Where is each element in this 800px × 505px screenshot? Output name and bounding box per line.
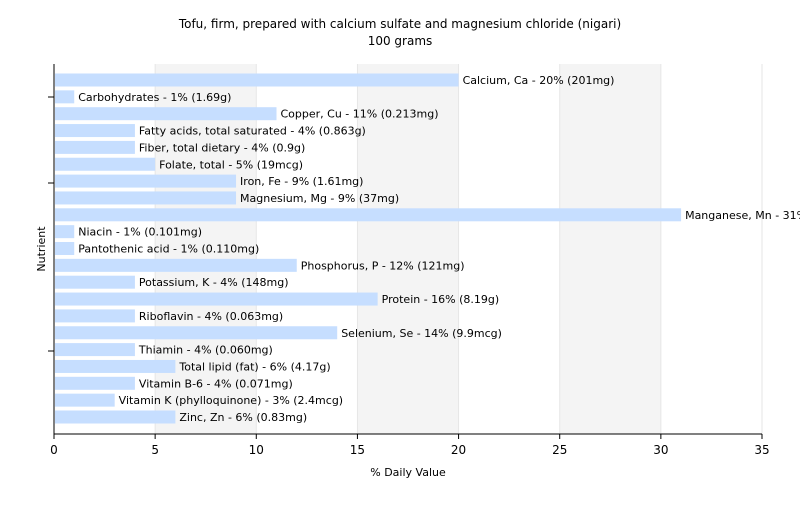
background-bands: [54, 64, 762, 434]
x-tick-label: 30: [653, 443, 668, 457]
background-band: [660, 64, 762, 434]
bar: [55, 107, 277, 121]
x-tick-label: 10: [249, 443, 264, 457]
x-ticks-group: 0 5 10 15 20 25 30 35: [50, 434, 770, 457]
bar-label: Riboflavin - 4% (0.063mg): [139, 310, 283, 323]
bar: [55, 258, 297, 272]
bar-label: Zinc, Zn - 6% (0.83mg): [179, 411, 307, 424]
bar-label: Phosphorus, P - 12% (121mg): [301, 259, 465, 272]
bar: [55, 90, 75, 104]
chart-title: Tofu, firm, prepared with calcium sulfat…: [178, 17, 621, 31]
bar: [55, 359, 176, 373]
bar: [55, 309, 135, 323]
bar-label: Carbohydrates - 1% (1.69g): [78, 91, 231, 104]
bars-group: [55, 73, 682, 424]
bar-label: Calcium, Ca - 20% (201mg): [463, 74, 615, 87]
bar-label: Pantothenic acid - 1% (0.110mg): [78, 243, 259, 256]
bar-label: Vitamin B-6 - 4% (0.071mg): [139, 377, 293, 390]
bar: [55, 242, 75, 255]
bar-label: Copper, Cu - 11% (0.213mg): [281, 108, 439, 121]
bar: [55, 73, 459, 87]
bar: [55, 410, 176, 424]
background-band: [559, 64, 661, 434]
bar-label: Fiber, total dietary - 4% (0.9g): [139, 141, 305, 154]
x-tick-label: 0: [50, 443, 58, 457]
bar: [55, 124, 135, 138]
x-axis-title: % Daily Value: [370, 466, 446, 479]
bar-label: Fatty acids, total saturated - 4% (0.863…: [139, 125, 366, 138]
x-tick-label: 35: [754, 443, 769, 457]
x-tick-label: 20: [451, 443, 466, 457]
background-band: [256, 64, 358, 434]
bar: [55, 343, 135, 357]
bar-label: Potassium, K - 4% (148mg): [139, 276, 289, 289]
bar: [55, 393, 115, 407]
bar-labels-group: Calcium, Ca - 20% (201mg) Carbohydrates -…: [78, 74, 800, 424]
x-tick-label: 25: [552, 443, 567, 457]
background-band: [357, 64, 459, 434]
bar-label: Vitamin K (phylloquinone) - 3% (2.4mcg): [119, 394, 343, 407]
bar: [55, 326, 338, 340]
bar-label: Niacin - 1% (0.101mg): [78, 226, 202, 239]
x-tick-label: 15: [350, 443, 365, 457]
bar-label: Folate, total - 5% (19mcg): [159, 158, 303, 171]
bar: [55, 292, 378, 306]
bar: [55, 208, 682, 222]
bar-label: Iron, Fe - 9% (1.61mg): [240, 175, 363, 188]
bar-label: Selenium, Se - 14% (9.9mcg): [341, 327, 502, 340]
bar-label: Thiamin - 4% (0.060mg): [138, 344, 273, 357]
y-axis-title: Nutrient: [35, 226, 48, 272]
bar: [55, 225, 75, 239]
bar: [55, 157, 156, 171]
bar-label: Magnesium, Mg - 9% (37mg): [240, 192, 399, 205]
bar: [55, 140, 135, 154]
y-ticks-group: [48, 96, 54, 352]
bar-label: Manganese, Mn - 31% (0.625mg): [685, 209, 800, 222]
x-tick-label: 5: [151, 443, 159, 457]
bar: [55, 376, 135, 390]
background-band: [458, 64, 560, 434]
bar-label: Protein - 16% (8.19g): [382, 293, 500, 306]
bar-label: Total lipid (fat) - 6% (4.17g): [178, 360, 330, 373]
bar: [55, 275, 135, 289]
bar: [55, 174, 237, 188]
bar: [55, 191, 237, 205]
chart-subtitle: 100 grams: [368, 34, 433, 48]
axes-group: [53, 64, 762, 435]
